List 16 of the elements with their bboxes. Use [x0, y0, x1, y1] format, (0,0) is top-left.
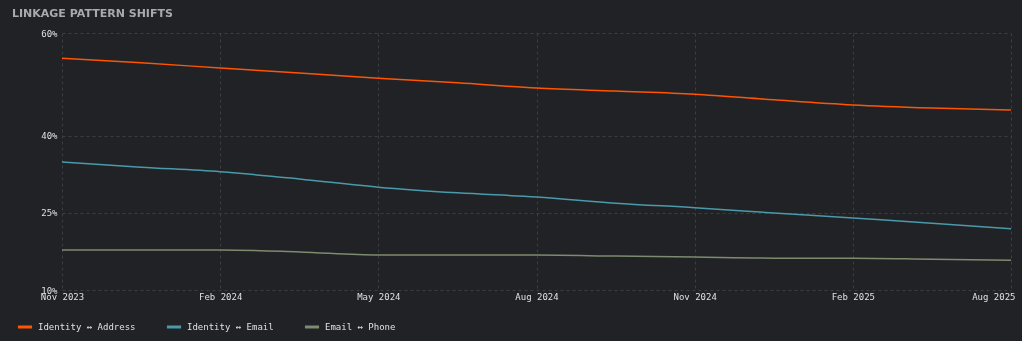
- y-tick-label: 25%: [41, 208, 59, 219]
- legend-label: Identity ↔ Email: [187, 322, 274, 332]
- x-tick-label: Nov 2024: [673, 291, 717, 302]
- chart-title: LINKAGE PATTERN SHIFTS: [12, 7, 173, 20]
- x-tick-label: Feb 2024: [198, 291, 243, 302]
- legend-label: Email ↔ Phone: [325, 322, 396, 332]
- y-tick-label: 60%: [41, 28, 59, 39]
- x-tick-label: Aug 2025: [972, 291, 1016, 302]
- x-tick-label: Aug 2024: [515, 291, 559, 302]
- line-series: [61, 249, 1012, 261]
- line-series: [61, 161, 1012, 230]
- legend-label: Identity ↔ Address: [38, 322, 136, 332]
- y-tick-label: 40%: [41, 131, 59, 142]
- x-tick-label: May 2024: [357, 291, 401, 302]
- x-tick-label: Feb 2025: [831, 291, 876, 302]
- line-series: [61, 57, 1012, 111]
